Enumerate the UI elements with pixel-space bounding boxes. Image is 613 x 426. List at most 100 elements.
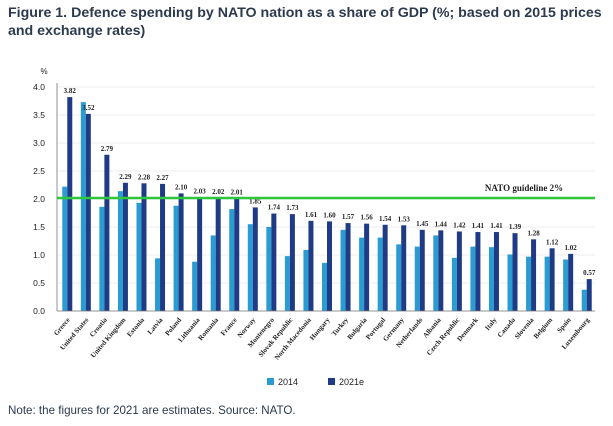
bar-2014 [192,261,198,311]
bar-2014 [117,191,123,311]
x-category-label: Romania [197,316,221,342]
bar-2014 [359,237,365,311]
chart-title: Figure 1. Defence spending by NATO natio… [8,5,602,39]
bar-2021e [438,230,444,311]
bar-2014 [563,259,569,311]
legend: 2014 2021e [267,377,364,387]
bar-2021e [419,229,425,311]
bar-2021e [141,183,147,311]
data-label-2021e: 3.82 [64,87,77,95]
bar-2021e [67,97,73,311]
bar-2021e [252,207,258,311]
data-label-2021e: 3.52 [82,104,95,112]
data-label-2021e: 1.41 [472,222,485,230]
bar-2021e [512,233,518,311]
x-category-label: Latvia [146,316,165,336]
bar-2021e [586,279,592,311]
data-label-2021e: 1.39 [509,223,522,231]
y-tick-label: 1.0 [33,250,45,260]
bar-2014 [247,224,253,311]
bar-2021e [345,223,351,311]
x-category-label: Slovenia [513,316,536,341]
x-category-label: Estonia [125,316,146,339]
y-tick-label: 3.5 [33,110,45,120]
bar-2021e [85,113,91,311]
bar-2014 [340,229,346,311]
data-label-2021e: 1.12 [546,238,559,246]
bar-2014 [62,186,68,311]
bar-2014 [396,244,402,311]
bar-2021e [549,248,555,311]
data-label-2021e: 1.57 [342,213,355,221]
bar-2014 [581,289,587,311]
bar-2021e [104,154,110,311]
bar-2014 [526,256,532,311]
data-label-2021e: 2.27 [156,174,169,182]
bars [62,97,592,312]
bar-2021e [531,239,537,311]
x-category-label: Belgium [532,316,554,340]
bar-2014 [544,256,550,311]
data-label-2021e: 1.61 [305,211,318,219]
bar-2014 [173,205,179,311]
bar-2021e [122,182,128,311]
data-label-2021e: 0.57 [583,269,596,277]
bar-2014 [414,246,420,311]
bar-2014 [433,235,439,311]
data-label-2021e: 1.53 [398,215,411,223]
bar-2014 [470,246,476,311]
data-label-2021e: 2.29 [119,173,132,181]
data-label-2021e: 2.28 [138,173,151,181]
bar-2014 [229,209,235,311]
bar-2021e [178,193,184,311]
bar-2021e [568,253,574,311]
y-tick-label: 2.0 [33,194,45,204]
y-tick-label: 3.0 [33,138,45,148]
data-label-2021e: 1.02 [565,244,578,252]
bar-2014 [99,206,105,311]
y-tick-label: 4.0 [33,82,45,92]
y-tick-label: 0.0 [33,306,45,316]
bar-2021e [327,221,332,311]
bar-2021e [234,198,240,311]
bar-2021e [382,224,388,311]
data-label-2021e: 1.41 [490,222,503,230]
y-tick-label: 0.5 [33,278,45,288]
bar-2014 [284,256,290,311]
bar-2014 [136,202,142,311]
bar-2021e [493,232,499,311]
bar-2021e [308,220,314,311]
bar-2014 [266,227,272,311]
bar-2014 [155,258,161,311]
bar-2021e [215,197,221,311]
bar-2021e [289,214,295,311]
bar-2014 [303,249,309,311]
axes: 0.0 0.5 1.0 1.5 2.0 2.5 3.0 3.5 4.0% [33,67,595,316]
data-label-2021e: 2.01 [231,188,244,196]
bar-2021e [197,197,203,311]
legend-label-2014: 2014 [278,377,298,387]
guideline: NATO guideline 2% [57,183,595,200]
bar-2021e [271,213,277,311]
data-label-2021e: 1.56 [360,214,373,222]
legend-swatch-2014 [267,378,274,385]
bar-2021e [475,232,481,311]
y-tick-label: 1.5 [33,222,45,232]
bar-2014 [322,262,327,311]
y-axis-unit: % [40,67,47,76]
data-label-2021e: 2.03 [194,187,207,195]
x-category-label: Italy [483,316,498,332]
source-note: Note: the figures for 2021 are estimates… [8,404,296,417]
data-label-2021e: 1.74 [268,204,281,212]
bar-2021e [401,225,407,311]
bar-2021e [456,231,462,311]
data-label-2021e: 1.45 [416,220,429,228]
bar-2021e [160,183,166,311]
data-label-2021e: 1.42 [453,221,466,229]
guideline-label: NATO guideline 2% [485,183,563,193]
bar-2014 [507,254,513,311]
x-category-label: Spain [556,316,573,334]
x-category-label: Hungary [308,316,332,342]
data-label-2021e: 2.79 [101,145,114,153]
